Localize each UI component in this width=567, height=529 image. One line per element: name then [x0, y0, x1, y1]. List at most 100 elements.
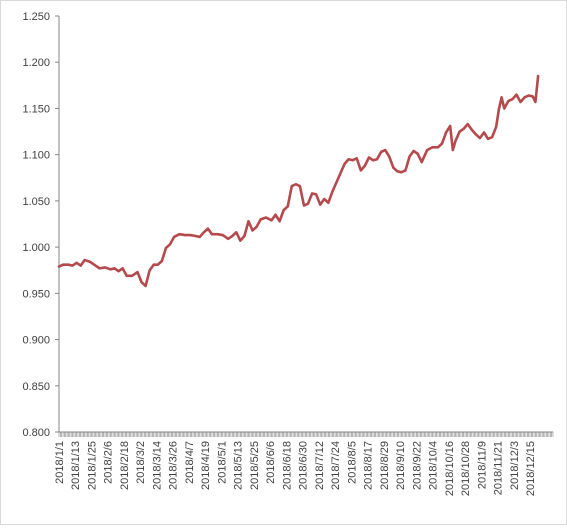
x-tick-label: 2018/6/30 — [298, 441, 310, 490]
x-tick-label: 2018/2/6 — [103, 441, 115, 484]
data-point — [83, 258, 86, 262]
data-point — [331, 190, 334, 193]
data-point — [343, 162, 346, 166]
data-point — [380, 150, 383, 153]
data-point — [351, 159, 354, 162]
data-point — [160, 259, 163, 263]
data-point — [319, 203, 322, 206]
x-tick-label: 2018/1/1 — [54, 441, 66, 484]
data-point — [255, 225, 258, 228]
x-tick-label: 2018/12/3 — [509, 441, 521, 490]
data-point — [156, 263, 159, 266]
x-tick-label: 2018/9/10 — [395, 441, 407, 490]
data-point — [384, 148, 387, 152]
data-point — [367, 156, 371, 159]
x-tick-label: 2018/8/5 — [346, 441, 358, 484]
data-point — [458, 130, 461, 133]
data-point — [302, 204, 306, 207]
y-tick-label: 0.900 — [22, 335, 50, 347]
data-point — [144, 284, 147, 288]
data-point — [440, 142, 444, 145]
data-point — [359, 169, 362, 172]
data-point — [57, 265, 61, 268]
data-point — [98, 267, 101, 270]
data-point — [519, 100, 522, 104]
data-point — [290, 185, 293, 188]
data-point — [388, 155, 391, 158]
data-point — [178, 233, 181, 236]
y-tick-label: 0.950 — [22, 288, 50, 300]
data-point — [183, 233, 186, 237]
data-point — [194, 234, 197, 238]
data-point — [168, 243, 172, 246]
y-tick-label: 1.250 — [22, 11, 50, 23]
x-tick-label: 2018/6/6 — [265, 441, 277, 484]
data-point — [511, 98, 514, 101]
data-point — [531, 95, 534, 98]
data-point — [113, 267, 116, 270]
data-point — [392, 166, 395, 169]
data-point — [221, 233, 224, 237]
data-point — [152, 263, 155, 266]
data-point — [491, 136, 494, 139]
x-axis: 2018/1/1 2018/1/13 2018/1/25 2018/2/6 2018/2… — [54, 431, 554, 496]
data-point — [206, 227, 209, 230]
data-point — [462, 127, 465, 130]
data-point — [497, 108, 500, 111]
data-point — [227, 237, 230, 240]
data-point — [164, 246, 168, 250]
data-point — [79, 264, 82, 267]
data-point — [335, 181, 338, 184]
data-point — [306, 202, 310, 205]
y-tick-label: 1.000 — [22, 242, 50, 254]
data-point — [210, 233, 214, 236]
data-point — [286, 205, 289, 208]
data-point — [294, 183, 297, 186]
data-point — [216, 233, 219, 236]
x-tick-label: 2018/12/15 — [525, 441, 537, 496]
data-point — [251, 229, 254, 232]
data-point — [136, 270, 139, 274]
data-point — [339, 172, 342, 175]
x-tick-label: 2018/8/17 — [363, 441, 375, 490]
data-point — [375, 158, 379, 161]
data-point — [327, 201, 330, 204]
series-line — [57, 74, 540, 288]
data-point — [109, 268, 112, 271]
x-tick-label: 2018/9/22 — [411, 441, 423, 490]
data-point — [486, 137, 490, 141]
x-tick-label: 2018/7/12 — [314, 441, 326, 490]
y-tick-label: 1.050 — [22, 196, 50, 208]
data-point — [503, 107, 506, 110]
y-tick-label: 0.850 — [22, 381, 50, 393]
x-tick-label: 2018/11/9 — [476, 441, 488, 489]
data-point — [534, 100, 537, 104]
x-tick-label: 2018/1/13 — [70, 441, 82, 490]
data-point — [451, 148, 454, 152]
data-point — [420, 160, 423, 164]
data-point — [347, 158, 350, 161]
x-tick-label: 2018/7/24 — [330, 441, 342, 490]
data-point — [412, 149, 415, 153]
plot-area — [57, 74, 540, 288]
data-point — [408, 155, 411, 158]
data-point — [396, 170, 399, 173]
data-point — [527, 94, 530, 97]
x-tick-label: 2018/5/1 — [216, 441, 228, 484]
data-point — [89, 260, 92, 263]
data-point — [172, 235, 176, 239]
data-point — [198, 235, 201, 239]
y-tick-label: 0.800 — [22, 427, 50, 439]
data-point — [270, 219, 273, 222]
data-point — [274, 213, 277, 216]
data-point — [470, 128, 473, 131]
data-point — [500, 96, 503, 99]
data-point — [315, 193, 318, 196]
y-tick-label: 1.150 — [22, 103, 50, 115]
data-point — [282, 209, 285, 212]
x-tick-label: 2018/4/7 — [184, 441, 196, 484]
data-point — [259, 218, 262, 221]
data-point — [515, 93, 518, 96]
x-tick-label: 2018/10/4 — [428, 441, 440, 490]
